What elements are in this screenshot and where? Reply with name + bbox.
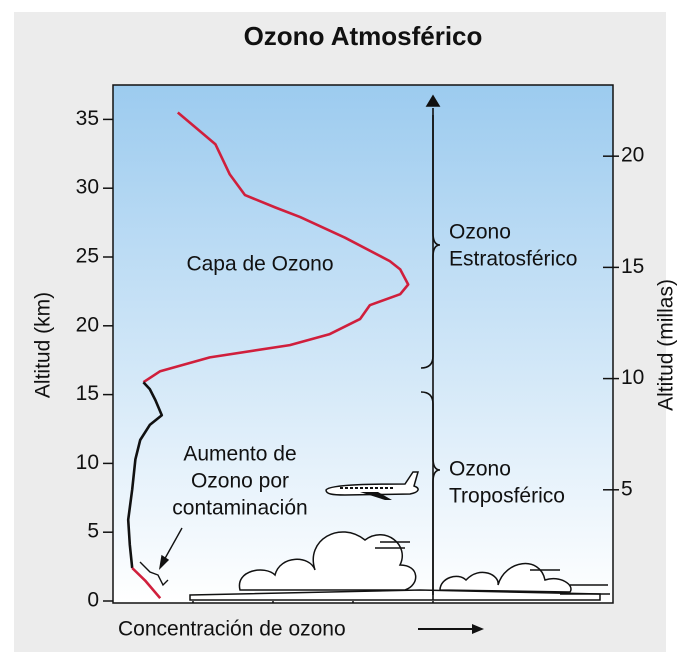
y2-tick-label: 10 [621, 366, 644, 389]
x-axis-label: Concentración de ozono [118, 618, 346, 641]
y-tick-label: 20 [76, 313, 99, 336]
chart: Ozono Atmosférico Altitud (km) Altitud (… [0, 0, 679, 663]
y-tick-label: 15 [76, 382, 99, 405]
chart-title: Ozono Atmosférico [244, 21, 483, 51]
annotation: Capa de Ozono [186, 253, 333, 276]
annotation: Ozono por [191, 470, 289, 493]
y-tick-label: 0 [87, 589, 99, 612]
annotation: Aumento de [183, 443, 296, 466]
y-tick-label: 30 [76, 176, 99, 199]
y-axis-label: Altitud (km) [32, 292, 55, 398]
plot-area [113, 85, 613, 603]
annotation: Troposférico [449, 485, 565, 508]
y2-tick-label: 5 [621, 477, 633, 500]
y2-tick-label: 15 [621, 255, 644, 278]
annotation: Estratosférico [449, 248, 577, 271]
y-tick-label: 25 [76, 245, 99, 268]
y2-tick-label: 20 [621, 144, 644, 167]
annotation: Ozono [449, 221, 511, 244]
annotation: Ozono [449, 458, 511, 481]
y-tick-label: 10 [76, 451, 99, 474]
y2-axis-label: Altitud (millas) [655, 279, 678, 411]
y-tick-label: 35 [76, 107, 99, 130]
y-tick-label: 5 [87, 520, 99, 543]
annotation: contaminación [172, 497, 307, 520]
